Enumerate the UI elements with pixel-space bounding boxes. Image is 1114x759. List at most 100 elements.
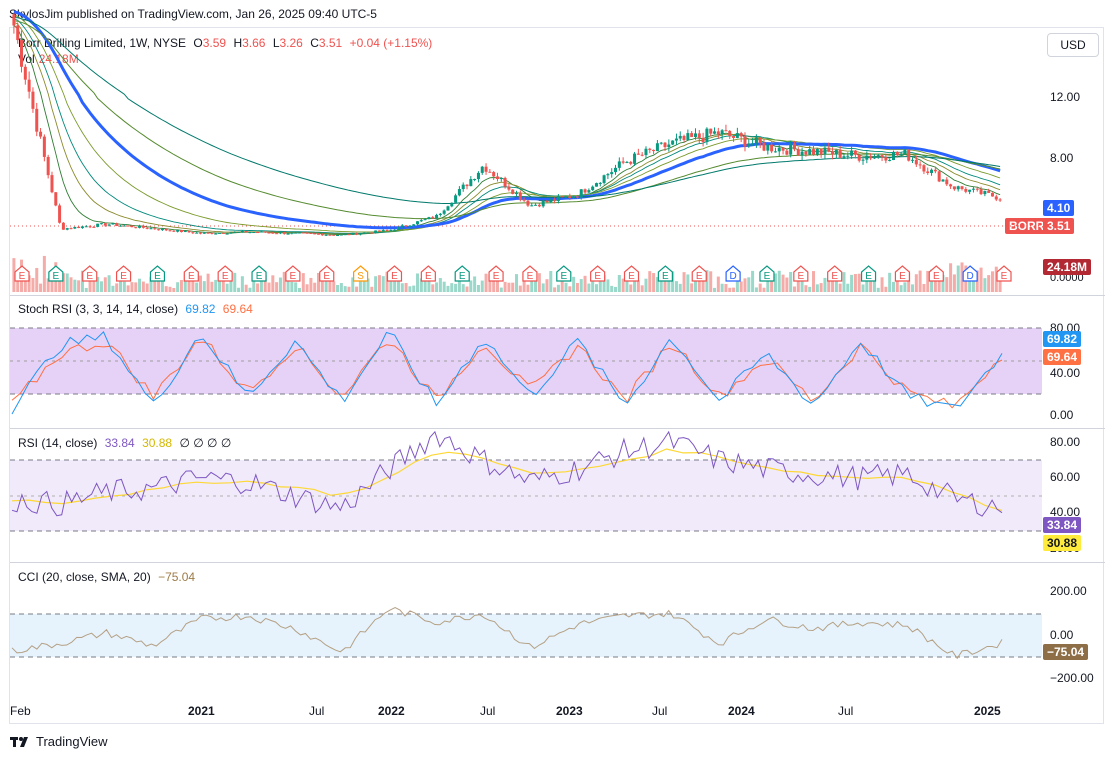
cci-line [11,606,1003,660]
volume-bar [732,287,736,292]
candle [46,156,50,176]
volume-bar [492,276,496,292]
candle [865,155,869,160]
candle [198,232,202,234]
price-tag: 3.51 [1043,218,1075,234]
volume-bar [789,271,793,292]
volume-bar [720,283,724,292]
tradingview-logo[interactable]: TradingView [10,734,108,749]
volume-bar [16,279,20,292]
candle [815,148,819,155]
candle [812,149,816,155]
volume-bar [503,281,507,292]
earnings-marker-label: D [729,271,736,282]
volume-bar [747,277,751,292]
candle [370,232,374,234]
candle [290,232,294,234]
candle [857,154,861,161]
symbol-title[interactable]: Borr Drilling Limited, 1W, NYSE [18,36,187,50]
volume-tag: 24.18M [1043,259,1092,275]
volume-bar [987,275,991,292]
volume-bar [933,277,937,292]
volume-bar [332,281,336,292]
candle [355,232,359,235]
volume-bar [172,287,176,292]
candle [671,140,675,145]
candle [73,226,77,229]
candle [804,151,808,155]
volume-bar [233,272,237,292]
earnings-marker: E [827,265,843,282]
earnings-marker-shape [149,265,166,282]
volume-bar [758,283,762,292]
candle [469,179,473,187]
volume-bar [244,284,248,292]
y-tick: 12.00 [1050,90,1081,104]
earnings-marker-label: E [425,271,432,282]
candle [998,199,1002,201]
volume-bar [568,286,572,292]
volume-bar [701,274,705,292]
candle [594,183,598,187]
candle [237,231,241,233]
earnings-marker: E [928,265,944,282]
candle [69,228,73,230]
earnings-marker-shape [82,265,98,282]
candle [682,135,686,140]
candle [846,155,850,157]
rsi-title[interactable]: RSI (14, close) [18,436,98,450]
candle [164,228,168,231]
candle [922,165,926,172]
candle [693,133,697,137]
volume-bar [994,266,998,292]
earnings-marker-shape [623,265,640,282]
volume-bar [907,272,911,292]
volume-bar [275,282,279,292]
volume-bar [522,273,526,292]
candle [549,199,553,202]
volume-bar [766,274,770,292]
volume-bar [872,271,876,292]
pane-separator[interactable] [10,295,1105,296]
pane-separator[interactable] [10,428,1105,429]
cci-title[interactable]: CCI (20, close, SMA, 20) [18,570,151,584]
volume-bar [301,273,305,292]
candle [160,228,164,231]
volume-bar [949,263,953,292]
earnings-marker-shape [657,265,673,282]
candle [827,147,831,152]
earnings-marker-label: E [527,271,534,282]
volume-bar [629,284,633,292]
earnings-marker-label: E [628,271,635,282]
candle [396,226,400,230]
volume-bar [336,285,340,292]
volume-bar [644,278,648,292]
candle [278,232,282,234]
candle [720,130,724,135]
candle [343,234,347,236]
earnings-marker: E [996,265,1012,282]
candle [507,186,511,190]
earnings-marker: E [488,265,504,282]
volume-bar [454,283,458,292]
volume-bar [214,279,218,292]
candle [107,224,111,226]
candle [328,234,332,236]
volume-bar [713,287,717,292]
volume-bar [541,283,545,292]
volume-bar [431,284,435,292]
volume-bar [602,274,606,292]
x-tick: 2024 [728,704,755,718]
pane-separator[interactable] [10,562,1105,563]
candle [210,232,214,234]
candle [412,224,416,226]
earnings-marker-shape [928,265,944,282]
change-value: +0.04 (+1.15%) [349,36,433,50]
earnings-marker-label: E [1001,271,1008,282]
earnings-marker-shape [217,265,233,282]
earnings-marker-label: E [764,271,771,282]
currency-button[interactable]: USD [1047,33,1099,57]
candle [35,108,39,132]
stoch-title[interactable]: Stoch RSI (3, 3, 14, 14, close) [18,302,179,316]
